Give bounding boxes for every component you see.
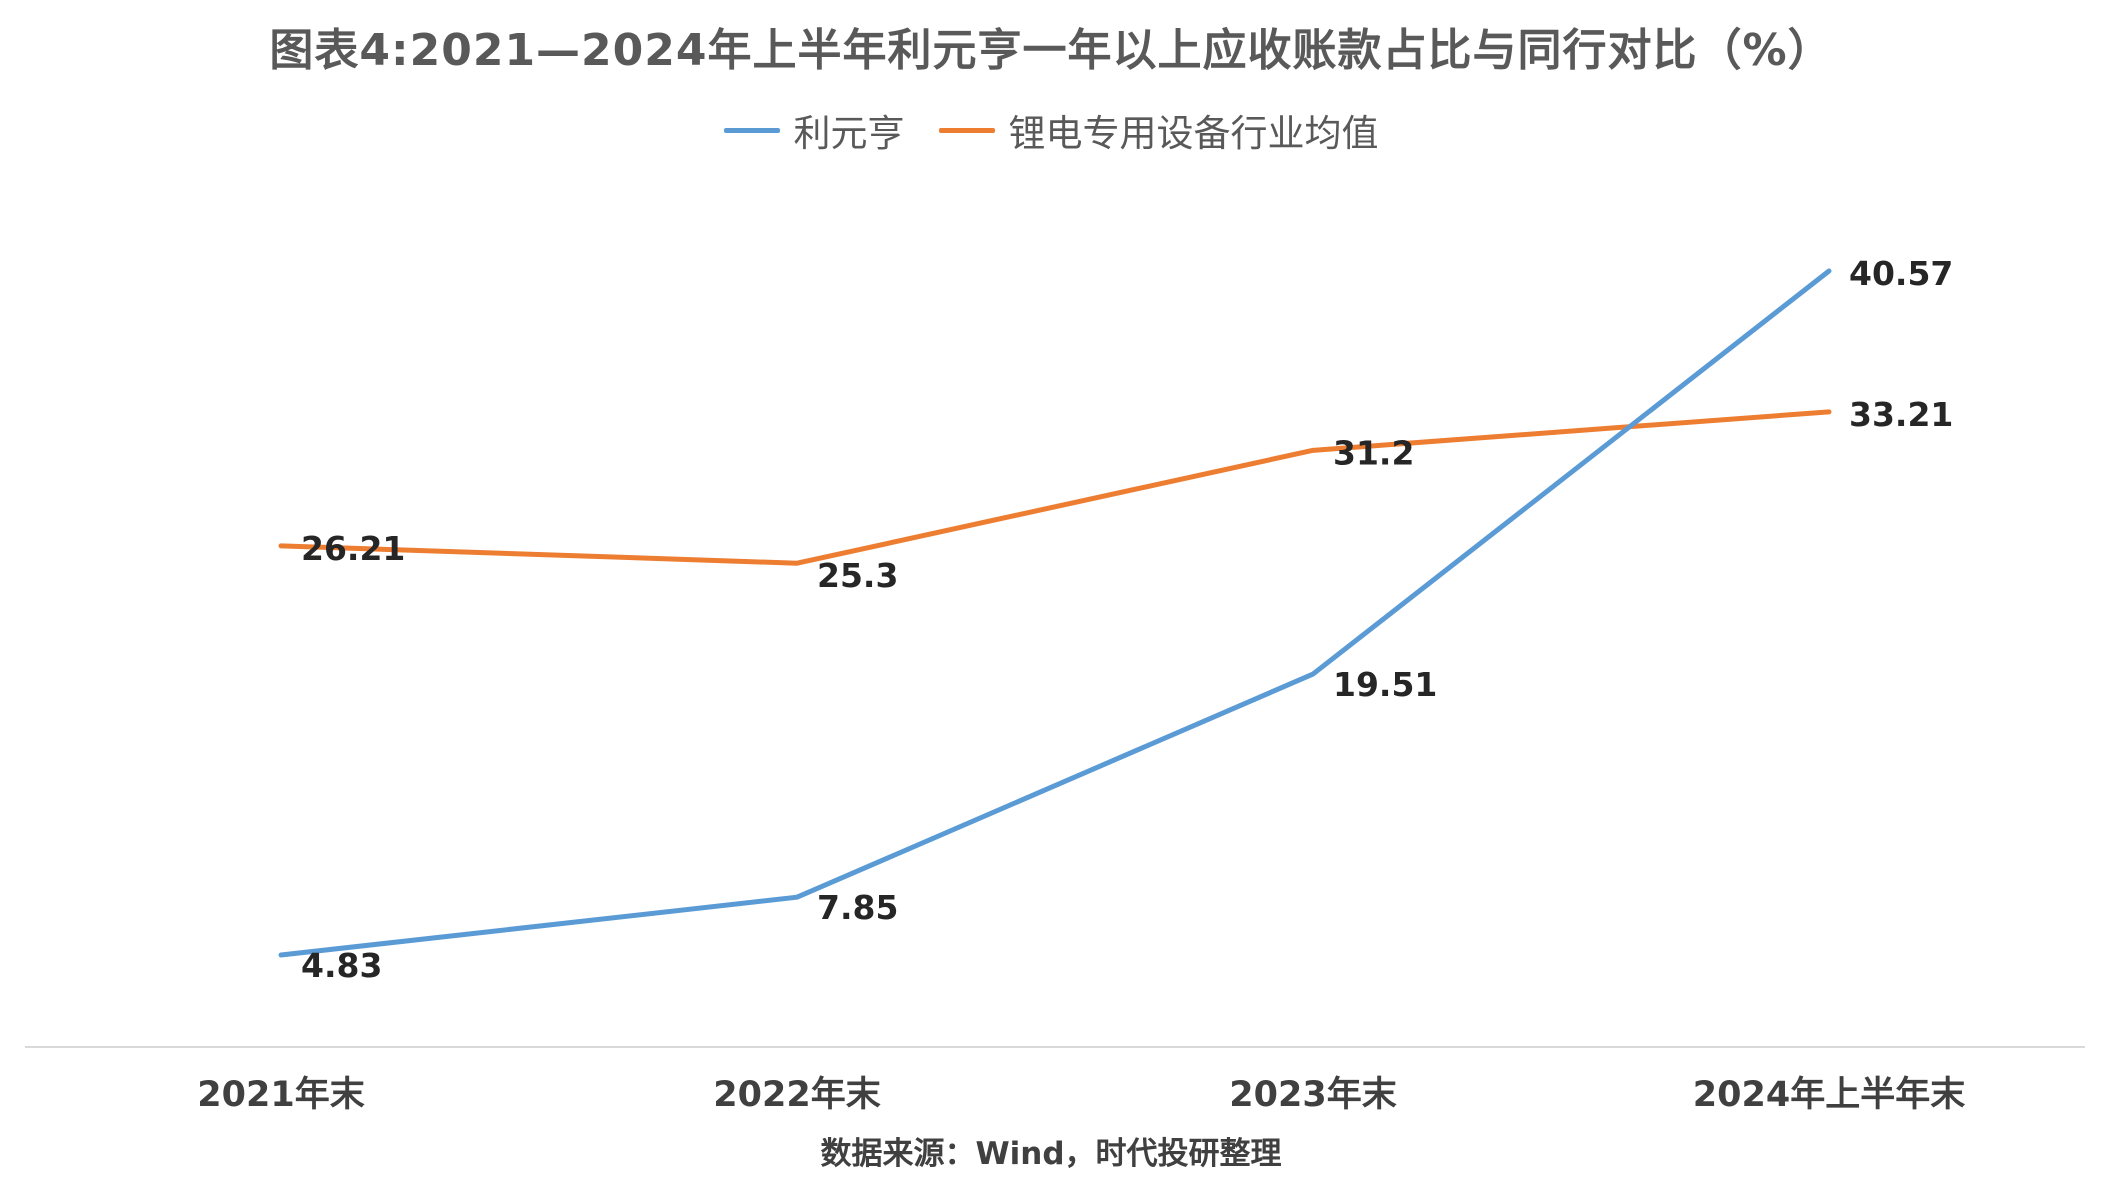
legend-swatch-series-1: [723, 127, 780, 133]
data-label-series-2: 33.21: [1849, 395, 1953, 434]
x-tick-label: 2024年上半年末: [1693, 1075, 1965, 1115]
legend-item-series-2: 锂电专用设备行业均值: [938, 103, 1379, 157]
data-label-series-1: 19.51: [1333, 665, 1437, 704]
x-tick-label: 2023年末: [1229, 1075, 1396, 1115]
data-label-series-2: 26.21: [301, 529, 405, 568]
data-label-series-1: 4.83: [301, 946, 382, 985]
legend-label-series-1: 利元亨: [793, 112, 905, 155]
data-label-series-1: 7.85: [817, 888, 898, 927]
x-tick-label: 2021年末: [197, 1075, 364, 1115]
series-line-1: [278, 268, 1832, 958]
legend-item-series-1: 利元亨: [723, 103, 905, 157]
data-label-series-2: 31.2: [1333, 433, 1414, 472]
chart-title: 图表4:2021—2024年上半年利元亨一年以上应收账款占比与同行对比（%）: [269, 25, 1833, 76]
legend-swatch-series-2: [938, 127, 995, 133]
source-note: 数据来源：Wind，时代投研整理: [820, 1136, 1282, 1172]
series-line-2: [278, 409, 1832, 566]
data-label-series-2: 25.3: [817, 556, 898, 595]
chart-legend: 利元亨 锂电专用设备行业均值: [0, 103, 2102, 157]
x-tick-label: 2022年末: [713, 1075, 880, 1115]
data-label-series-1: 40.57: [1849, 254, 1953, 293]
legend-label-series-2: 锂电专用设备行业均值: [1008, 112, 1379, 155]
